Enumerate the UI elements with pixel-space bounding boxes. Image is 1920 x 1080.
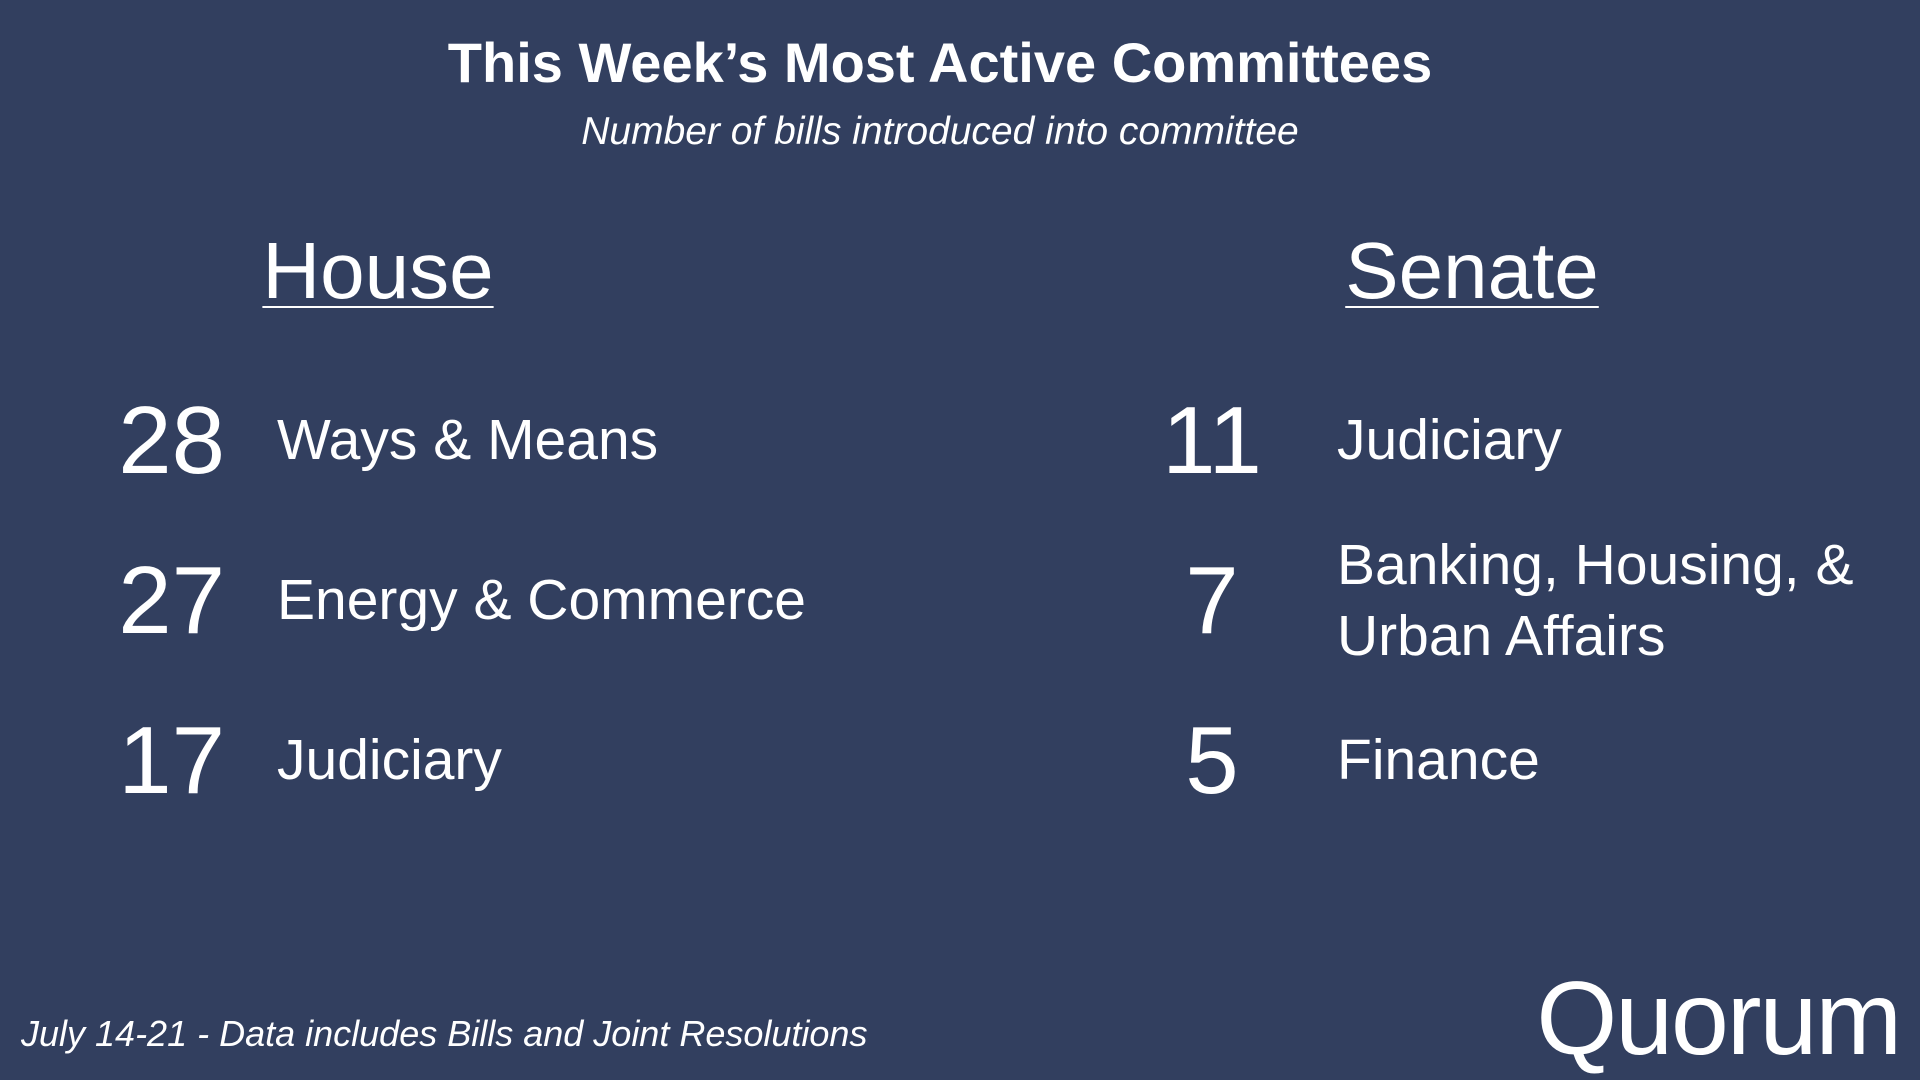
bill-count: 28 [118, 387, 225, 494]
committee-row: 5 Finance [1100, 681, 1857, 841]
bill-count: 11 [1162, 387, 1262, 494]
committee-name: Judiciary [1337, 408, 1562, 473]
committee-name: Energy & Commerce [277, 568, 807, 633]
committee-row: 27 Energy & Commerce [0, 521, 977, 681]
committee-row: 11 Judiciary [1100, 361, 1857, 521]
bill-count: 17 [118, 707, 225, 814]
logo: Quorum [1536, 961, 1902, 1077]
committee-name: Judiciary [277, 728, 502, 793]
committee-row: 28 Ways & Means [0, 361, 977, 521]
committee-row: 7 Banking, Housing, & Urban Affairs [1100, 521, 1857, 681]
subtitle: Number of bills introduced into committe… [581, 110, 1299, 153]
footer-note: July 14-21 - Data includes Bills and Joi… [21, 1013, 868, 1054]
bill-count: 7 [1185, 547, 1239, 654]
committee-name: Finance [1337, 728, 1540, 793]
section-heading: House [262, 226, 494, 315]
bill-count: 27 [118, 547, 225, 654]
section-heading: Senate [1345, 226, 1599, 315]
committee-name: Ways & Means [277, 408, 659, 473]
house-list: 28 Ways & Means 27 Energy & Commerce 17 Judic… [0, 361, 977, 841]
bill-count: 5 [1185, 707, 1239, 814]
committee-name: Banking, Housing, & Urban Affairs [1337, 532, 1854, 668]
title: This Week’s Most Active Committees [447, 31, 1433, 94]
senate-list: 11 Judiciary 7 Banking, Housing, & Urban Af… [1100, 361, 1857, 841]
committee-row: 17 Judiciary [0, 681, 977, 841]
